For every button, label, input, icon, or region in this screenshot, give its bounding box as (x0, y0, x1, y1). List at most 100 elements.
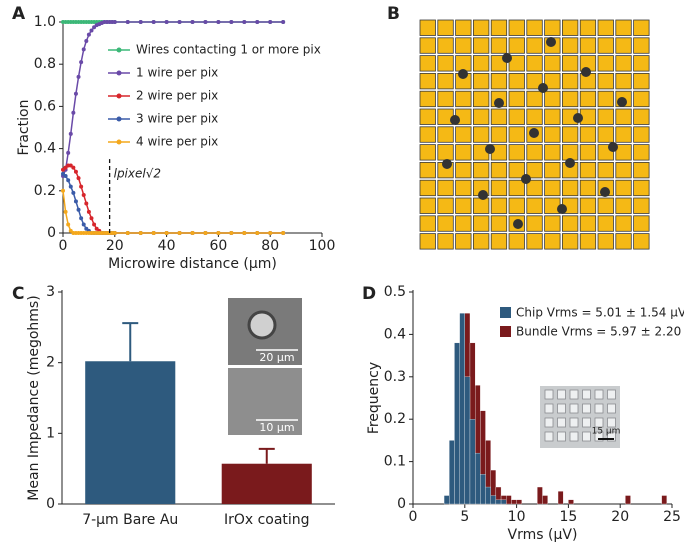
hist-bar (464, 376, 471, 505)
inset-cell (557, 417, 566, 428)
point (268, 20, 273, 24)
pixel (455, 197, 472, 214)
pixel (562, 55, 579, 72)
legend-label: 1 wire per pix (136, 66, 218, 80)
pixel (472, 73, 490, 90)
pixel (508, 233, 525, 250)
wire-dot (442, 159, 452, 169)
point (73, 91, 78, 96)
pixel (455, 233, 472, 250)
series-line (62, 164, 284, 234)
point (71, 110, 76, 115)
hist-bar (469, 419, 476, 505)
y-tick-label: 2 (46, 355, 55, 371)
pixel (526, 161, 543, 179)
pixel (597, 55, 614, 72)
pixel (579, 19, 597, 36)
pixel (437, 19, 454, 36)
pixel (472, 215, 490, 232)
wire-dot (458, 69, 468, 79)
point (66, 222, 71, 227)
x-tick-label: 40 (158, 238, 176, 254)
pixel (615, 197, 632, 214)
point (66, 150, 71, 155)
pixel (579, 90, 597, 108)
point (84, 201, 89, 206)
pixel (508, 126, 525, 143)
pixel (633, 215, 650, 232)
point (76, 176, 81, 181)
x-tick-label: 15 (559, 509, 577, 525)
panel-letter: B (387, 4, 400, 24)
pixel (544, 55, 561, 72)
x-tick-label: IrOx coating (224, 512, 310, 528)
point (125, 231, 130, 235)
pixel (526, 197, 543, 214)
pixel (419, 215, 436, 232)
point (190, 20, 195, 24)
pixel (508, 108, 525, 125)
pixel (419, 126, 436, 143)
point (164, 231, 169, 235)
pixel (455, 37, 472, 54)
pixel (472, 37, 490, 54)
pixel (472, 90, 490, 108)
hist-bar (485, 486, 491, 505)
wire-dot (617, 97, 627, 107)
pixel (490, 161, 508, 179)
panel-letter: A (12, 4, 26, 24)
inset-cell (569, 403, 579, 414)
point (89, 28, 94, 33)
point (76, 207, 81, 212)
legend-label: Chip Vrms = 5.01 ± 1.54 µV (516, 306, 684, 320)
pixel (544, 161, 561, 179)
wire-dot (529, 128, 539, 138)
pixel (615, 73, 632, 90)
inset-cell (582, 389, 591, 400)
pixel (544, 179, 561, 197)
wire-dot (573, 113, 583, 123)
pixel-grid (419, 19, 650, 250)
wire-dot (478, 190, 488, 200)
pixel (419, 90, 436, 108)
pixel (526, 19, 543, 36)
pixel (455, 179, 472, 197)
point (66, 178, 71, 183)
pixel (419, 233, 436, 250)
y-axis-title: Fraction (16, 100, 32, 156)
x-tick-label: 10 (508, 509, 526, 525)
x-axis-title: Microwire distance (µm) (108, 256, 277, 272)
hist-bar (475, 452, 481, 505)
x-tick-label: 20 (611, 509, 629, 525)
wire-dot (485, 144, 495, 154)
x-tick-label: 5 (460, 509, 469, 525)
legend-label: Bundle Vrms = 5.97 ± 2.20 µV (516, 325, 684, 339)
x-tick-label: 20 (106, 238, 124, 254)
pixel (419, 37, 436, 54)
hist-bar (454, 342, 460, 505)
pixel (419, 55, 436, 72)
point (164, 20, 169, 24)
point (68, 184, 73, 189)
pixel (615, 233, 632, 250)
pixel (472, 19, 490, 36)
pixel (455, 90, 472, 108)
y-tick-label: 0 (46, 496, 55, 512)
legend-marker (116, 47, 122, 53)
hist-bar (480, 474, 486, 505)
point (68, 131, 73, 136)
inset-cell (582, 403, 591, 414)
x-tick-label: 7-µm Bare Au (82, 512, 178, 528)
pixel (579, 126, 597, 143)
pixel (597, 19, 614, 36)
y-tick-label: 0.4 (384, 326, 406, 342)
y-tick-label: 3 (46, 284, 55, 300)
pixel (508, 90, 525, 108)
pixel (597, 161, 614, 179)
pixel (508, 144, 525, 161)
hist-bar (443, 495, 450, 505)
pixel (526, 179, 543, 197)
point (229, 231, 234, 235)
point (89, 216, 94, 221)
inset-cell (594, 389, 604, 400)
